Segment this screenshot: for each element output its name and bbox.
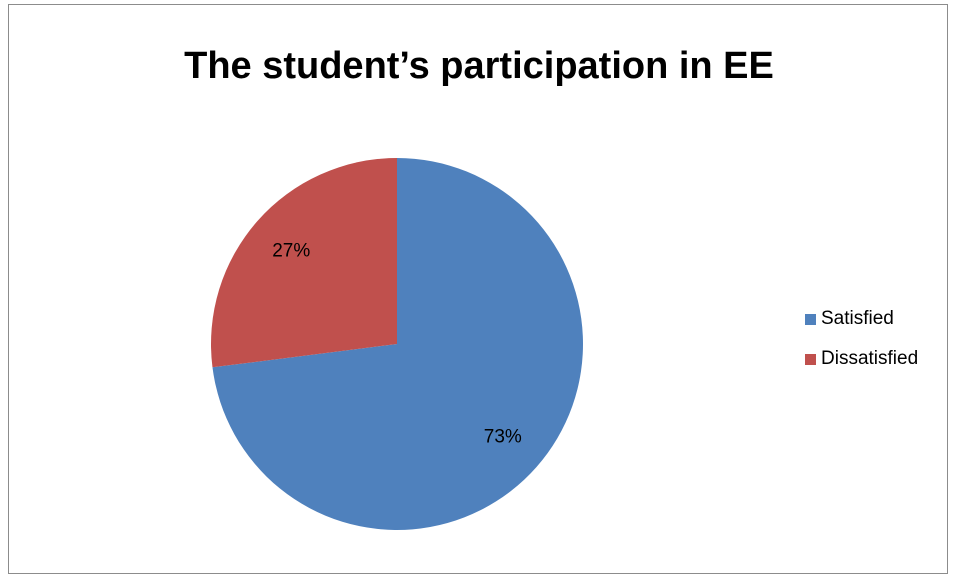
pie-chart: 73% 27%: [210, 158, 583, 530]
pie-slices: [210, 158, 583, 530]
chart-area: The student’s participation in EE 73% 27%…: [8, 4, 948, 574]
legend-label-satisfied: Satisfied: [821, 308, 894, 329]
legend-label-dissatisfied: Dissatisfied: [821, 348, 919, 369]
chart-title: The student’s participation in EE: [184, 45, 774, 87]
pie-slice-dissatisfied: [210, 158, 397, 368]
data-label-satisfied: 73%: [484, 427, 522, 448]
data-label-dissatisfied: 27%: [272, 240, 310, 261]
legend-swatch-satisfied: [805, 313, 816, 325]
legend: Satisfied Dissatisfied: [805, 308, 918, 388]
legend-item-satisfied: Satisfied: [805, 308, 918, 330]
legend-item-dissatisfied: Dissatisfied: [805, 348, 918, 370]
legend-swatch-dissatisfied: [805, 353, 816, 365]
pie-slice-satisfied: [212, 158, 583, 530]
pie-data-labels: 73% 27%: [272, 240, 522, 447]
